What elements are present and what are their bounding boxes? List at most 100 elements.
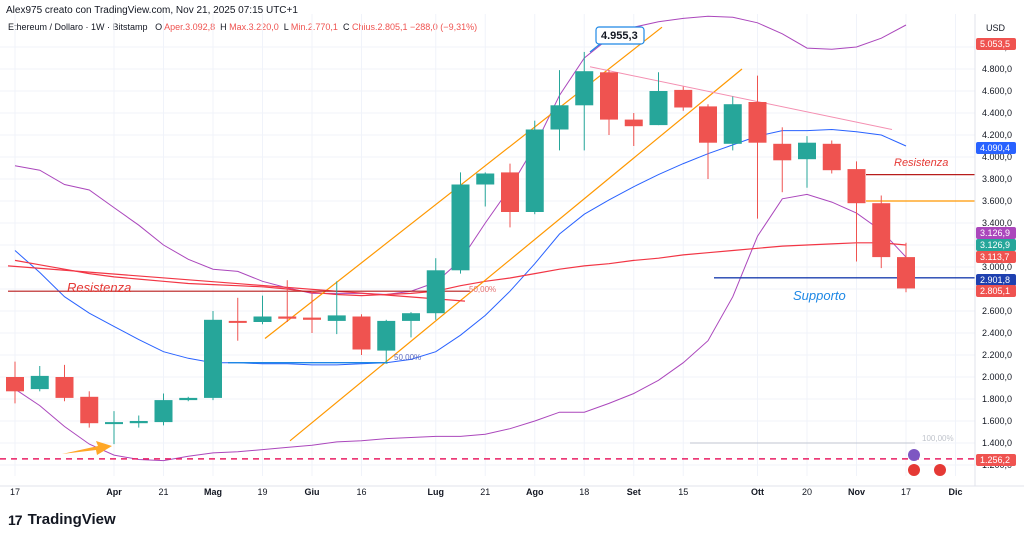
x-tick-label: Apr	[106, 487, 122, 497]
candle-body	[377, 320, 396, 351]
candle-body	[402, 313, 420, 321]
candle-body	[228, 320, 247, 323]
candle-body	[55, 377, 74, 398]
x-tick-label: Dic	[948, 487, 962, 497]
resistance-label-left: Resistenza	[67, 280, 131, 295]
price-tag-label: 2.805,1	[980, 286, 1010, 296]
x-tick-label: 20	[802, 487, 812, 497]
price-tag	[976, 239, 1016, 251]
price-tag-label: 2.901,8	[980, 275, 1010, 285]
resistance-label-right: Resistenza	[894, 157, 948, 169]
y-tick-label: 2.600,0	[982, 306, 1012, 316]
support-label: Supporto	[793, 288, 846, 303]
candle-body	[525, 129, 544, 212]
candle-body	[278, 316, 297, 319]
close-label: C	[342, 22, 350, 32]
chart-credit: Alex975 creato con TradingView.com, Nov …	[6, 5, 298, 16]
symbol-name: Ethereum / Dollaro · 1W · Bitstamp	[8, 22, 148, 32]
candle-body	[30, 375, 49, 390]
x-tick-label: Set	[627, 487, 641, 497]
peak-callout-label: 4.955,3	[601, 30, 638, 42]
y-tick-label: 1.400,0	[982, 438, 1012, 448]
price-tag	[976, 454, 1016, 466]
candle-body	[154, 400, 173, 423]
downtrend-line	[589, 66, 893, 130]
x-tick-label: 15	[678, 487, 688, 497]
high-label: H	[220, 22, 227, 32]
fib-50-label-bottom: 50,00%	[394, 353, 421, 362]
price-tag-label: 3.113,7	[980, 252, 1009, 262]
price-tag	[976, 227, 1016, 239]
price-tag-label: 3.126,9	[980, 228, 1010, 238]
candle-body	[426, 270, 445, 314]
y-tick-label: 2.200,0	[982, 350, 1012, 360]
low-value: Min.2.770,1	[290, 22, 338, 32]
x-tick-label: 17	[901, 487, 911, 497]
x-tick-label: Giu	[305, 487, 320, 497]
peak-callout-box	[595, 26, 645, 45]
high-value: Max.3.220,0	[229, 22, 279, 32]
candle-body	[624, 119, 643, 127]
candle-body	[80, 396, 99, 424]
candle-body	[822, 143, 841, 171]
close-value: Chius.2.805,1	[351, 22, 408, 32]
ema-line	[14, 242, 907, 297]
price-tag	[976, 285, 1016, 297]
y-tick-label: 3.000,0	[982, 262, 1012, 272]
candle-body	[649, 91, 668, 126]
x-tick-label: Mag	[204, 487, 222, 497]
y-tick-label: 4.800,0	[982, 64, 1012, 74]
tv-logo-mark: 17	[8, 511, 23, 528]
candle-body	[575, 71, 594, 106]
candle-body	[798, 142, 816, 160]
price-tag	[976, 142, 1016, 154]
channel-lower-line	[289, 68, 743, 442]
resistance-trendline	[7, 265, 466, 302]
flash-icon	[908, 449, 920, 461]
x-tick-label: Nov	[848, 487, 865, 497]
channel-upper-line	[264, 26, 663, 339]
candle-body	[723, 104, 742, 144]
fib-100-label: 100,00%	[922, 434, 954, 443]
y-tick-label: 2.400,0	[982, 328, 1012, 338]
y-tick-label: 4.400,0	[982, 108, 1012, 118]
tv-logo-text: TradingView	[27, 511, 116, 528]
candle-body	[179, 397, 198, 401]
candle-body	[600, 72, 618, 120]
currency-label: USD	[986, 23, 1006, 33]
candle-body	[327, 315, 346, 321]
change-value: −288,0 (−9,31%)	[410, 22, 478, 32]
y-tick-label: 1.800,0	[982, 394, 1012, 404]
y-tick-label: 4.000,0	[982, 152, 1012, 162]
y-tick-label: 3.800,0	[982, 174, 1012, 184]
candle-body	[451, 184, 470, 271]
x-tick-label: 17	[10, 487, 20, 497]
candle-body	[204, 319, 222, 398]
fib-50-label-top: 50,00%	[469, 285, 496, 294]
open-label: O	[155, 22, 163, 32]
candle-body	[105, 422, 123, 425]
candle-body	[6, 377, 24, 392]
symbol-info: Ethereum / Dollaro · 1W · Bitstamp O Ape…	[8, 22, 477, 32]
x-tick-label: 18	[579, 487, 589, 497]
price-tag-label: 4.090,4	[980, 143, 1010, 153]
bollinger-lower-line	[14, 193, 907, 462]
candle-body	[847, 169, 866, 204]
x-tick-label: Ago	[526, 487, 544, 497]
candle-body	[303, 317, 321, 320]
y-tick-label: 4.200,0	[982, 130, 1012, 140]
x-tick-label: 21	[480, 487, 490, 497]
price-tag	[976, 251, 1016, 263]
y-tick-label: 4.600,0	[982, 86, 1012, 96]
x-tick-label: Lug	[428, 487, 445, 497]
tradingview-logo[interactable]: 17 TradingView	[8, 511, 116, 528]
x-tick-label: Ott	[751, 487, 764, 497]
price-tag-label: 5.053,5	[980, 39, 1010, 49]
open-value: Aper.3.092,8	[164, 22, 216, 32]
candle-body	[129, 421, 148, 424]
candle-body	[872, 203, 891, 258]
candle-body	[253, 316, 272, 322]
candle-body	[897, 257, 915, 289]
candle-body	[773, 143, 792, 161]
